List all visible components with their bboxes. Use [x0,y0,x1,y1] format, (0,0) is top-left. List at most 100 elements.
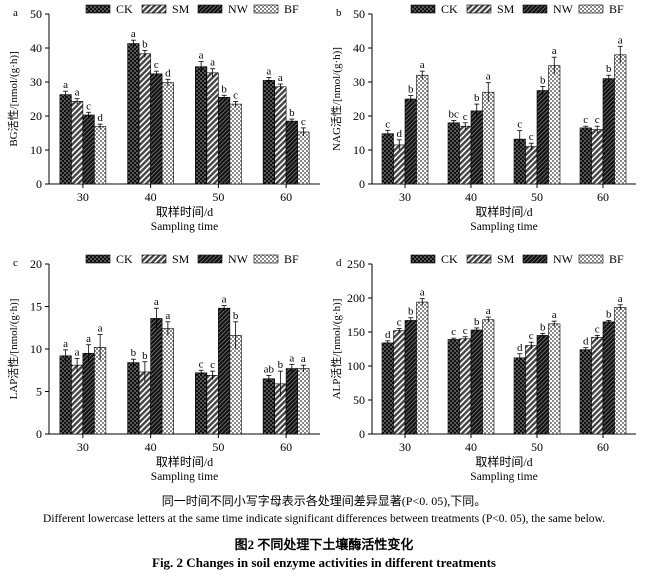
significance-letter: c [517,119,522,131]
y-tick-label: 100 [347,359,365,373]
significance-letter: b [408,84,414,96]
bar-NW [218,97,231,185]
bar-SM [206,72,219,185]
significance-letter: c [595,114,600,126]
x-tick-label: 50 [212,440,224,454]
bar-NW [285,120,298,185]
legend-swatch-NW [197,4,223,14]
bar-SM [591,337,604,435]
y-tick-label: 10 [30,143,42,157]
legend-swatch-BF [578,254,604,264]
legend-label-SM: SM [497,2,515,16]
significance-letter: a [289,352,294,364]
significance-letter: c [301,116,306,128]
y-tick-label: 20 [30,109,42,123]
figure-title-en: Fig. 2 Changes in soil enzyme activities… [152,555,496,570]
y-tick-label: 0 [359,177,365,191]
significance-letter: c [199,358,204,370]
bar-BF [297,368,310,435]
bar-CK [513,357,526,435]
y-axis-label: LAP活性/[nmol/(g·h)] [6,299,20,400]
bar-CK [447,339,460,435]
significance-letter: b [142,38,148,50]
significance-letter: d [165,67,171,79]
significance-letter: a [75,346,80,358]
significance-letter: a [154,296,159,308]
caption-note-en: Different lowercase letters at the same … [43,513,605,525]
x-tick-label: 40 [465,190,477,204]
x-tick-label: 30 [77,190,89,204]
bar-BF [548,65,561,185]
significance-letter: a [618,34,623,46]
legend-swatch-CK [85,254,111,264]
panel-b: 01020304050bNAG活性/[nmol/(g·h)]30cdba40bc… [329,2,636,233]
bar-BF [548,323,561,435]
y-tick-label: 10 [30,342,42,356]
legend-label-SM: SM [172,252,190,266]
significance-letter: b [540,321,546,333]
bar-SM [525,146,538,185]
significance-letter: b [408,306,414,318]
bar-NW [82,114,95,185]
legend-swatch-NW [522,4,548,14]
bar-NW [470,329,483,435]
legend-swatch-CK [410,4,436,14]
legend-label-NW: NW [228,2,249,16]
legend-label-CK: CK [441,252,458,266]
x-tick-label: 40 [465,440,477,454]
x-axis-label-zh: 取样时间/d [156,204,213,219]
bar-BF [614,54,627,185]
y-tick-label: 150 [347,325,365,339]
legend-swatch-SM [466,4,492,14]
significance-letter: bc [449,108,460,120]
significance-letter: c [210,359,215,371]
bar-CK [59,94,72,185]
x-axis-label-zh: 取样时间/d [156,454,213,469]
significance-letter: b [289,107,295,119]
legend-label-CK: CK [441,2,458,16]
significance-letter: a [199,50,204,62]
x-tick-label: 50 [531,190,543,204]
y-tick-label: 250 [347,257,365,271]
legend-swatch-CK [410,254,436,264]
caption-note-zh: 同一时间不同小写字母表示各处理间差异显著(P<0. 05),下同。 [161,494,487,508]
bar-NW [404,320,417,435]
bar-CK [262,378,275,435]
significance-letter: a [301,353,306,365]
significance-letter: a [552,45,557,57]
x-axis-label-en: Sampling time [470,471,537,483]
significance-letter: d [583,336,589,348]
legend-label-SM: SM [497,252,515,266]
legend-label-CK: CK [116,252,133,266]
y-tick-label: 40 [353,41,365,55]
legend-swatch-SM [141,4,167,14]
bar-BF [229,335,242,435]
significance-letter: a [420,59,425,71]
bar-BF [297,131,310,185]
bar-NW [150,318,163,435]
significance-letter: c [463,325,468,337]
bar-NW [536,335,549,435]
y-tick-label: 30 [353,75,365,89]
significance-letter: c [233,89,238,101]
bar-CK [195,66,208,185]
y-tick-label: 50 [30,7,42,21]
significance-letter: d [397,128,403,140]
legend-label-CK: CK [116,2,133,16]
legend-swatch-BF [253,254,279,264]
panel-letter: d [336,257,342,269]
bar-NW [150,73,163,185]
legend-label-NW: NW [228,252,249,266]
x-tick-label: 40 [145,440,157,454]
bar-CK [127,43,140,185]
significance-letter: ab [264,363,275,375]
chart-figure: 01020304050aBG活性/[nmol/(g·h)]30aacd40abc… [6,2,636,483]
x-axis-label-en: Sampling time [151,221,218,233]
y-tick-label: 40 [30,41,42,55]
x-tick-label: 60 [597,440,609,454]
bar-BF [416,301,429,435]
y-tick-label: 0 [36,177,42,191]
y-tick-label: 0 [36,427,42,441]
significance-letter: a [63,79,68,91]
